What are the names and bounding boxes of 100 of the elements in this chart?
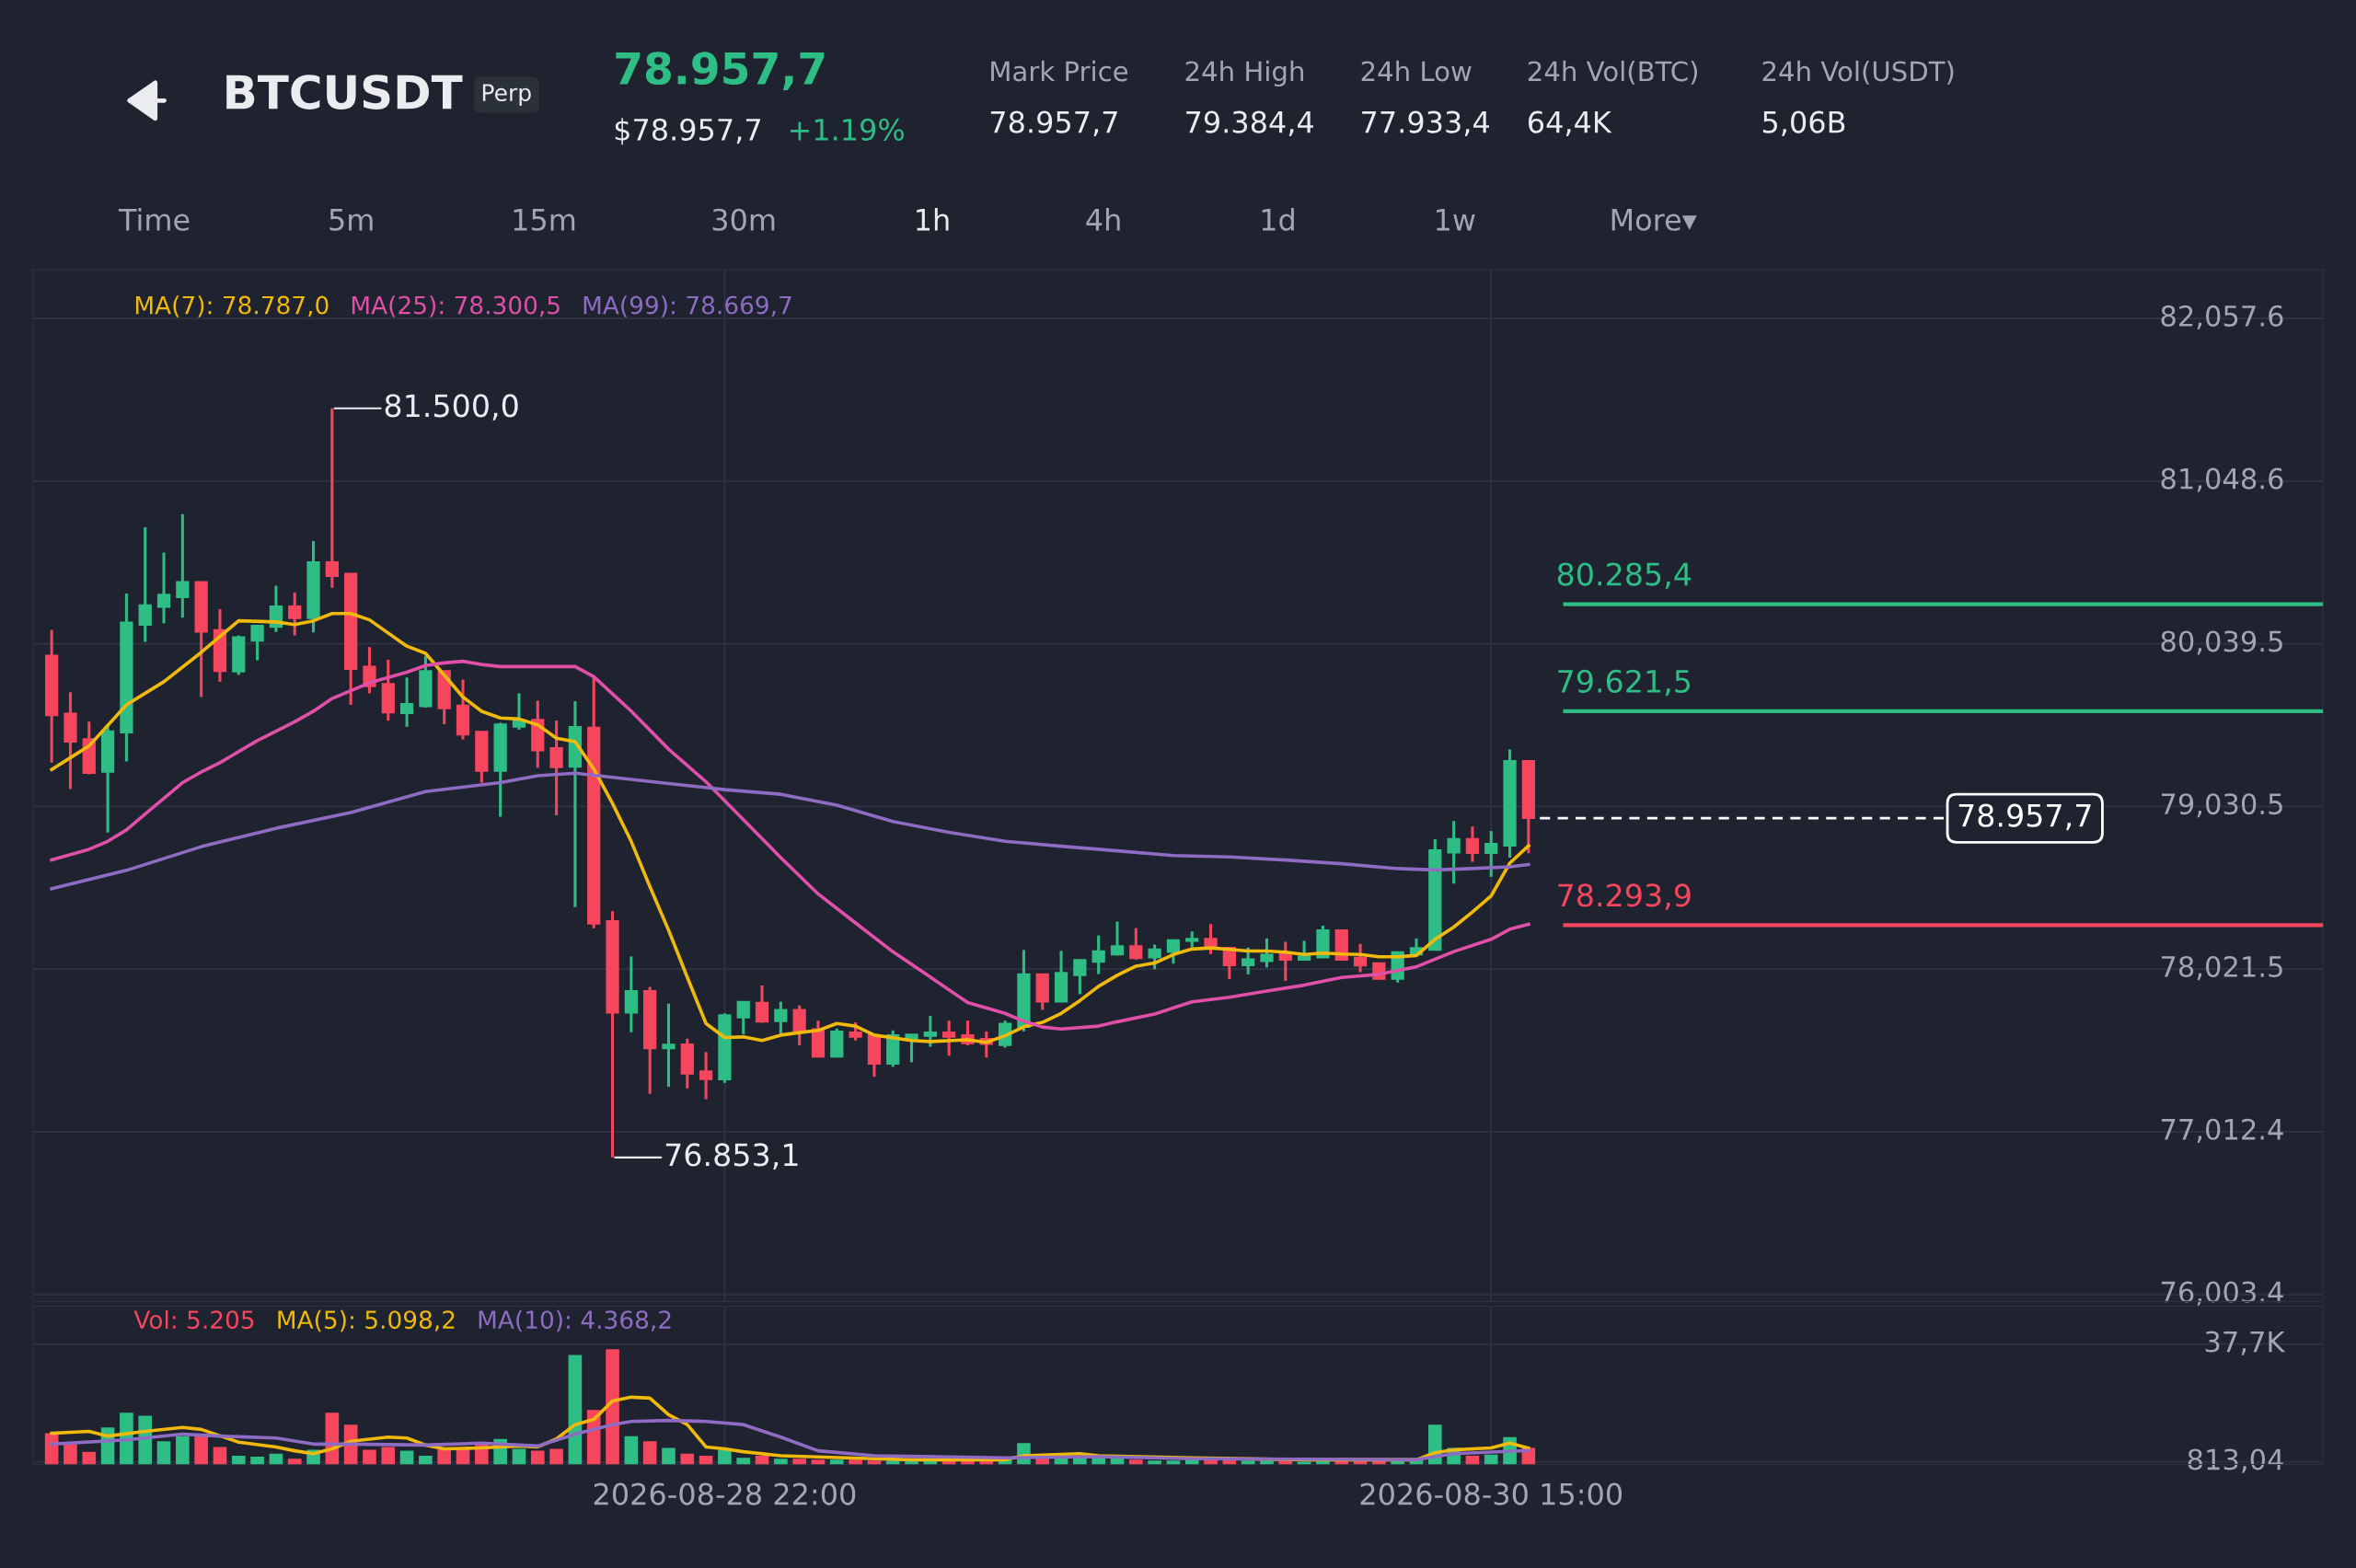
bar: [680, 1453, 695, 1465]
candlestick: [399, 677, 414, 727]
x-tick-label: 2026-08-28 22:00: [594, 1482, 856, 1505]
bar: [792, 1458, 806, 1465]
text: Mark Price: [991, 60, 1128, 82]
text: Perp: [482, 84, 531, 106]
candlestick: [699, 1052, 713, 1100]
candlestick: [923, 1016, 937, 1047]
candlestick: [1073, 959, 1087, 995]
text: 5,06B: [1762, 110, 1845, 136]
bar: [867, 1460, 882, 1465]
text: MA(10): 4.368,2: [479, 1309, 671, 1332]
bar: [1297, 1461, 1311, 1465]
y-tick-label: 82,057.6: [2161, 305, 2283, 330]
candlestick: [774, 1001, 788, 1033]
bar: [287, 1458, 302, 1465]
candlestick: [176, 513, 190, 618]
text: 78.957,7: [990, 110, 1117, 136]
candlestick: [792, 1005, 806, 1045]
candlestick: [736, 1000, 750, 1035]
text: 1d: [1262, 208, 1294, 231]
annotation: 81.500,0: [385, 394, 518, 421]
candlestick: [1353, 943, 1368, 973]
text: 24h Low: [1361, 60, 1472, 82]
bar: [419, 1455, 433, 1465]
candlestick: [549, 721, 563, 815]
candlestick: [624, 956, 638, 1032]
bar: [381, 1447, 396, 1465]
bar: [194, 1434, 208, 1465]
bar: [1260, 1460, 1274, 1465]
line-series: [50, 771, 1530, 891]
bar: [512, 1448, 526, 1465]
candlestick: [250, 625, 264, 661]
y-tick-label: 81,048.6: [2161, 467, 2283, 492]
bar: [213, 1447, 227, 1465]
candlestick: [1091, 935, 1105, 974]
bar: [755, 1455, 769, 1465]
candlestick: [1110, 921, 1125, 956]
bar: [1465, 1455, 1480, 1465]
candlestick: [1260, 937, 1274, 968]
bar: [363, 1449, 376, 1465]
text: MA(25): 78.300,5: [352, 295, 560, 317]
text: MA(7): 78.787,0: [135, 295, 329, 317]
text: 77.933,4: [1362, 110, 1490, 136]
bar: [82, 1451, 97, 1465]
bar: [1148, 1460, 1161, 1465]
text: 30m: [712, 208, 775, 231]
bar: [399, 1450, 414, 1465]
bar: [231, 1455, 246, 1465]
text: Time: [118, 208, 190, 231]
text: BTCUSDT: [226, 75, 463, 110]
text: 1w: [1437, 209, 1475, 231]
candlestick: [755, 984, 769, 1023]
ref-line-label: 79.621,5: [1558, 669, 1691, 697]
text: 4h: [1086, 208, 1120, 231]
candlestick: [1484, 831, 1498, 877]
bar: [156, 1441, 171, 1465]
bar: [1484, 1454, 1498, 1465]
bar: [662, 1447, 676, 1465]
bar: [849, 1459, 862, 1465]
text: +1.19%: [790, 118, 904, 141]
y-tick-label: 77,012.4: [2161, 1118, 2283, 1143]
candlestick: [325, 408, 339, 588]
text: 24h Vol(USDT): [1762, 60, 1954, 85]
text: Vol: 5.205: [133, 1309, 254, 1330]
text: 15m: [514, 209, 575, 231]
text: 24h High: [1185, 60, 1303, 87]
candlestick: [942, 1020, 956, 1056]
bar: [1241, 1460, 1255, 1465]
bar: [606, 1349, 619, 1465]
text: 64,4K: [1529, 110, 1612, 136]
candlestick: [1242, 946, 1255, 974]
candlestick: [1129, 928, 1143, 960]
bar: [624, 1435, 639, 1465]
candlestick: [662, 1003, 676, 1089]
y-tick-label: 813,04: [2188, 1448, 2283, 1473]
candlestick: [288, 591, 302, 636]
bar: [64, 1444, 77, 1465]
text: 1h: [917, 208, 949, 231]
bar: [699, 1455, 713, 1465]
candlestick: [1447, 821, 1461, 885]
y-tick-label: 37,7K: [2205, 1331, 2286, 1355]
text: 5m: [329, 209, 373, 231]
y-tick-label: 79,030.5: [2161, 793, 2282, 818]
line-series: [50, 1418, 1530, 1462]
text: 24h Vol(BTC): [1528, 60, 1698, 85]
bar: [1166, 1460, 1181, 1465]
text: $78.957,7: [615, 118, 760, 145]
bar: [718, 1449, 732, 1465]
bar: [549, 1448, 563, 1465]
candlestick: [156, 552, 171, 624]
candlestick: [138, 527, 152, 642]
annotation: 76.853,1: [665, 1143, 798, 1170]
bar: [176, 1435, 190, 1465]
text: 79.384,4: [1186, 110, 1313, 136]
ref-line-label: 80.285,4: [1557, 562, 1692, 590]
y-tick-label: 80,039.5: [2161, 630, 2282, 655]
candlestick: [1465, 826, 1480, 862]
candlestick: [1148, 944, 1161, 970]
ref-line-label: 78.957,7: [1958, 803, 2091, 831]
